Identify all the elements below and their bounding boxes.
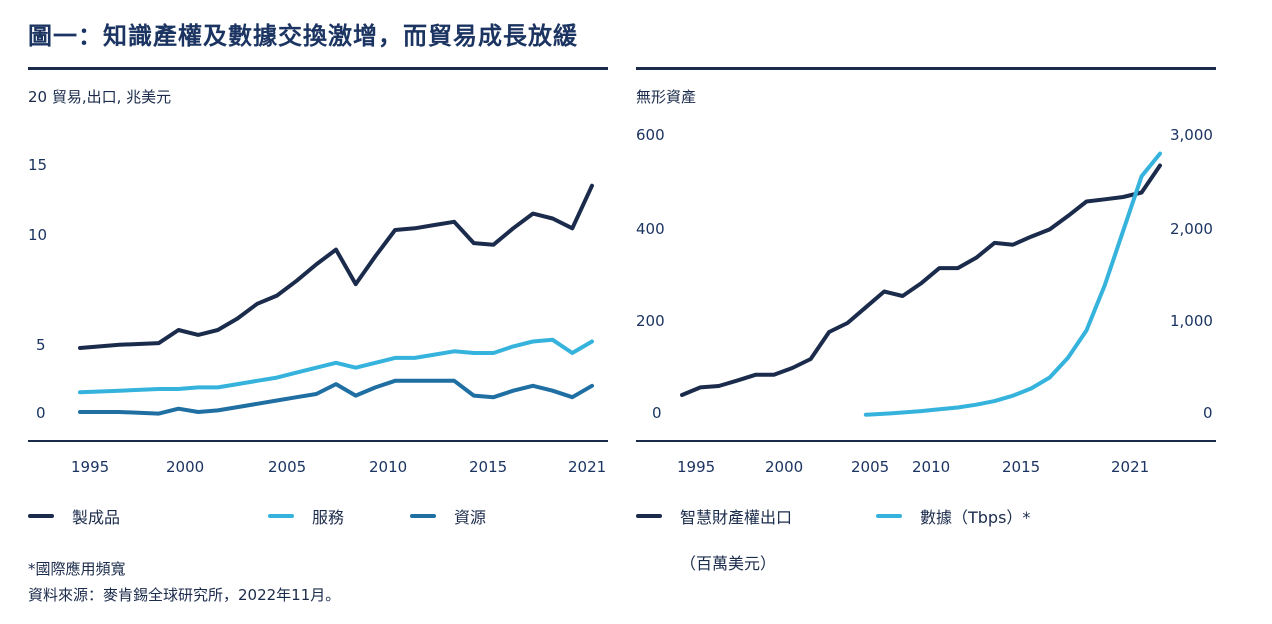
right-y-left-tick: 200 (636, 312, 665, 330)
line-services (78, 337, 594, 395)
legend-swatch (28, 514, 54, 518)
right-y-right-tick: 3,000 (1170, 126, 1213, 144)
right-x-tick: 2005 (851, 458, 890, 476)
footnote-source: 資料來源：麥肯錫全球研究所，2022年11月。 (28, 586, 341, 604)
left-y-tick: 5 (36, 336, 46, 354)
legend-label: 製成品 (72, 508, 121, 527)
right-x-tick: 2000 (765, 458, 804, 476)
line-ip-exports (680, 163, 1162, 397)
right-panel-top-rule (636, 67, 1216, 70)
legend-item-services: 服務 (268, 504, 344, 528)
right-x-tick: 1995 (677, 458, 716, 476)
left-y-tick: 10 (28, 226, 48, 244)
right-panel-axis-rule (636, 440, 1216, 442)
legend-swatch (636, 514, 662, 518)
legend-item-manufactured: 製成品 (28, 504, 120, 528)
right-x-tick: 2021 (1111, 458, 1150, 476)
legend-label: 服務 (312, 508, 345, 527)
right-y-right-tick: 2,000 (1170, 220, 1213, 238)
legend-item-ip-exports: 智慧財產權出口 (636, 504, 792, 528)
left-x-tick: 1995 (71, 458, 110, 476)
legend-item-ip-exports-unit: （百萬美元） (680, 550, 776, 574)
left-panel-subtitle: 20 貿易,出口, 兆美元 (28, 88, 172, 106)
legend-item-data: 數據（Tbps）* (876, 504, 1030, 528)
right-x-tick: 2015 (1002, 458, 1041, 476)
legend-label: 智慧財產權出口 (680, 508, 793, 527)
left-panel-top-rule (28, 67, 608, 70)
right-y-left-tick: 0 (652, 404, 662, 422)
legend-label: 數據（Tbps）* (920, 508, 1031, 527)
left-x-tick: 2005 (268, 458, 307, 476)
line-resources (78, 378, 594, 416)
right-y-right-tick: 0 (1203, 404, 1213, 422)
right-x-tick: 2010 (912, 458, 951, 476)
legend-item-resources: 資源 (410, 504, 486, 528)
legend-label: 資源 (454, 508, 487, 527)
line-data-bandwidth (863, 151, 1162, 417)
right-y-left-tick: 600 (636, 126, 665, 144)
line-manufactured (78, 183, 594, 350)
right-panel-subtitle: 無形資產 (636, 88, 697, 106)
figure-title: 圖一：知識產權及數據交換激增，而貿易成長放緩 (28, 22, 578, 50)
right-y-left-tick: 400 (636, 220, 665, 238)
footnote-bandwidth: *國際應用頻寬 (28, 560, 126, 578)
left-panel-axis-rule (28, 440, 608, 442)
legend-swatch (268, 514, 294, 518)
left-x-tick: 2000 (166, 458, 205, 476)
legend-swatch (876, 514, 902, 518)
left-x-tick: 2010 (369, 458, 408, 476)
legend-swatch (410, 514, 436, 518)
left-y-tick: 0 (36, 404, 46, 422)
legend-sublabel: （百萬美元） (680, 554, 777, 573)
left-y-tick: 15 (28, 156, 48, 174)
left-x-tick: 2015 (469, 458, 508, 476)
right-y-right-tick: 1,000 (1170, 312, 1213, 330)
left-x-tick: 2021 (568, 458, 607, 476)
